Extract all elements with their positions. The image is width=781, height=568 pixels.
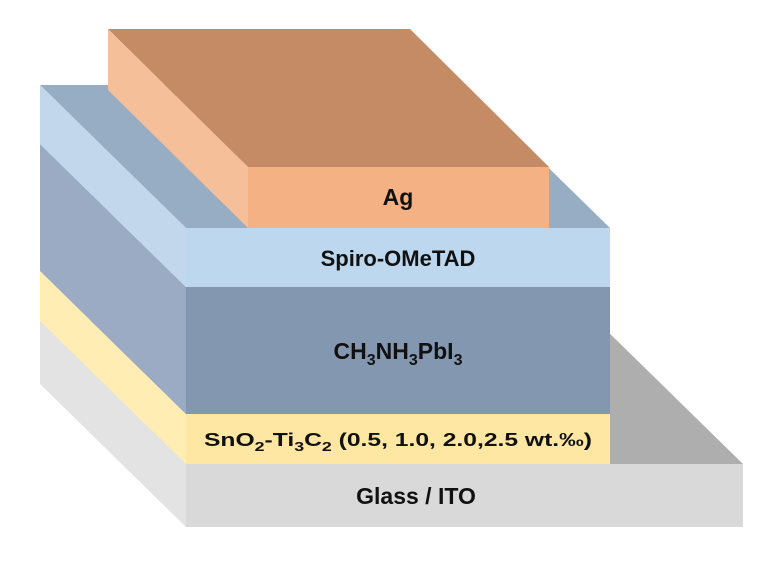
sno2-front-face: [186, 414, 610, 464]
glass-side-face: [40, 321, 186, 527]
label-ag: Ag: [383, 184, 414, 210]
layer-ag: [108, 29, 549, 228]
ag-top-face: [108, 29, 549, 167]
glass-front-face: [186, 464, 743, 527]
label-glass-ito: Glass / ITO: [356, 483, 476, 509]
perovskite-front-face: [186, 287, 610, 414]
perovskite-side-face: [40, 144, 186, 414]
layer-perovskite: [40, 144, 610, 414]
label-sno2-ti3c2: SnO 2 -Ti 3 C 2 (0.5, 1.0, 2.0,2.5 wt.‰): [204, 430, 592, 454]
label-perovskite: CH3NH3PbI3: [334, 338, 463, 369]
spiro-side-face: [40, 85, 186, 287]
spiro-front-face: [186, 228, 610, 287]
ag-side-face: [108, 29, 248, 228]
layer-sno2-ti3c2: [40, 271, 610, 464]
sno2-side-face: [40, 271, 186, 464]
label-spiro-ometad: Spiro-OMeTAD: [321, 246, 476, 271]
ag-front-face: [248, 167, 549, 228]
